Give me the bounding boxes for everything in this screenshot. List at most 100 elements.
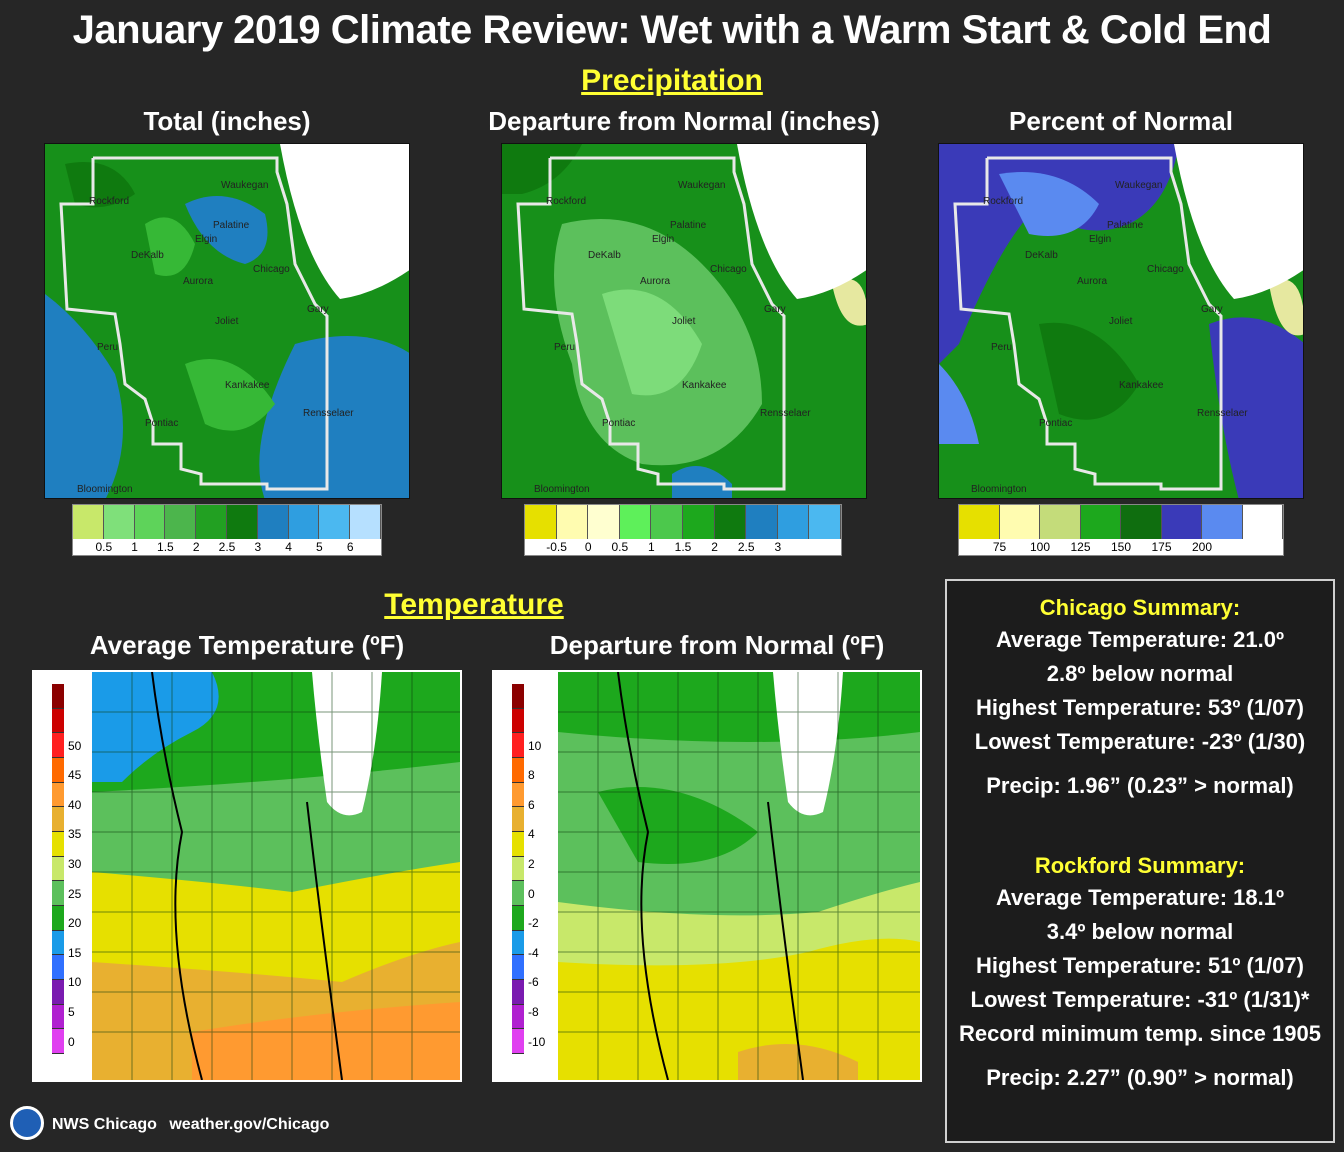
legend-tick-label: 4 xyxy=(528,827,535,842)
city-label: Waukegan xyxy=(678,180,726,191)
footer-url[interactable]: weather.gov/Chicago xyxy=(169,1116,330,1133)
temp-departure-map-title: Departure from Normal (ºF) xyxy=(549,630,885,660)
legend-swatch xyxy=(714,505,747,539)
city-label: Chicago xyxy=(710,264,747,275)
legend-swatch xyxy=(52,881,64,906)
city-label: Gary xyxy=(1201,304,1223,315)
legend-swatch xyxy=(319,505,351,539)
legend-swatch xyxy=(959,505,1000,539)
legend-tick-label: -10 xyxy=(528,1034,546,1049)
legend-swatch xyxy=(52,979,64,1005)
legend-tick-label: 6 xyxy=(528,797,535,812)
legend-swatch xyxy=(512,930,524,956)
legend-tick-label: 125 xyxy=(1070,540,1091,554)
legend-swatch xyxy=(512,905,524,931)
avg-temp-map-title: Average Temperature (ºF) xyxy=(89,630,405,660)
total-legend: 0.5 1 1.5 2 2.5 3 4 5 6 xyxy=(72,504,382,556)
legend-tick-label: 0.5 xyxy=(95,540,113,554)
legend-tick-label: 1.5 xyxy=(674,540,692,554)
avg-temp-map: 50 45 40 35 30 25 20 15 10 5 0 xyxy=(32,670,462,1082)
legend-tick-label: 40 xyxy=(68,797,82,812)
departure-precip-map-graphic xyxy=(502,144,866,498)
departure-map-title: Departure from Normal (inches) xyxy=(488,106,880,136)
legend-swatch xyxy=(809,505,841,539)
chicago-summary-header: Chicago Summary: xyxy=(1039,595,1241,620)
legend-tick-label: 5 xyxy=(68,1005,75,1020)
legend-tick-label: -0.5 xyxy=(546,540,567,554)
legend-tick-label: 5 xyxy=(316,540,323,554)
legend-swatch xyxy=(52,684,64,709)
legend-tick-label: 30 xyxy=(68,857,82,872)
legend-swatch xyxy=(196,505,227,539)
temperature-header: Temperature xyxy=(384,588,564,621)
city-label: Gary xyxy=(764,304,786,315)
rockford-record-note: Record minimum temp. since 1905 xyxy=(959,1021,1321,1046)
legend-swatch xyxy=(52,807,64,832)
city-label: DeKalb xyxy=(588,250,621,261)
legend-color-bar xyxy=(52,684,64,1054)
legend-swatch xyxy=(512,1004,524,1030)
legend-swatch xyxy=(1040,505,1081,539)
legend-swatch xyxy=(1161,505,1202,539)
city-label: Gary xyxy=(307,304,329,315)
legend-swatch xyxy=(512,733,524,758)
city-label: Palatine xyxy=(670,220,707,231)
percent-legend: 75 100 125 150 175 200 xyxy=(958,504,1284,556)
legend-swatch xyxy=(512,831,524,857)
legend-swatch xyxy=(52,1004,64,1030)
departure-precip-map: Rockford Waukegan Palatine Elgin DeKalb … xyxy=(501,143,867,499)
departure-legend: -0.5 0 0.5 1 1.5 2 2.5 3 xyxy=(524,504,842,556)
legend-tick-label: 4 xyxy=(285,540,292,554)
footer: NWS Chicago weather.gov/Chicago xyxy=(52,1116,329,1134)
legend-tick-label: -2 xyxy=(528,916,539,931)
city-label: Rensselaer xyxy=(303,408,354,419)
legend-tick-label: 1 xyxy=(131,540,138,554)
city-label: Joliet xyxy=(215,316,239,327)
total-precip-map-graphic xyxy=(45,144,409,498)
legend-tick-label: 35 xyxy=(68,827,82,842)
city-label: Kankakee xyxy=(682,380,727,391)
climate-summary-panel: Chicago Summary: Average Temperature: 21… xyxy=(945,579,1335,1143)
legend-tick-label: 3 xyxy=(774,540,782,554)
legend-ticks: 0.5 1 1.5 2 2.5 3 4 5 6 xyxy=(73,539,381,555)
legend-swatch xyxy=(746,505,778,539)
legend-tick-label: 0.5 xyxy=(611,540,629,554)
city-label: Rockford xyxy=(89,196,130,207)
legend-swatch xyxy=(226,505,258,539)
rockford-precip: Precip: 2.27” (0.90” > normal) xyxy=(986,1065,1294,1090)
legend-swatch xyxy=(134,505,166,539)
legend-swatch xyxy=(1080,505,1121,539)
legend-tick-label: 10 xyxy=(528,738,542,753)
temp-departure-legend: 10 8 6 4 2 0 -2 -4 -6 -8 -10 xyxy=(494,672,558,1080)
chicago-precip: Precip: 1.96” (0.23” > normal) xyxy=(986,773,1294,798)
legend-tick-label: 3 xyxy=(254,540,262,554)
legend-tick-label: 0 xyxy=(528,886,535,901)
legend-ticks: 75 100 125 150 175 200 xyxy=(959,539,1283,555)
legend-tick-label: 150 xyxy=(1110,540,1132,554)
city-label: Aurora xyxy=(183,276,214,287)
percent-map-title: Percent of Normal xyxy=(1009,106,1233,136)
legend-tick-label: 2 xyxy=(192,540,200,554)
rockford-high-temp: Highest Temperature: 51º (1/07) xyxy=(976,953,1304,978)
legend-tick-label: 1.5 xyxy=(157,540,174,554)
rockford-avg-temp: Average Temperature: 18.1º xyxy=(995,885,1285,910)
city-label: Rockford xyxy=(546,196,587,207)
city-label: Aurora xyxy=(640,276,671,287)
city-label: Pontiac xyxy=(145,418,179,429)
city-label: Palatine xyxy=(213,220,250,231)
legend-swatch xyxy=(1202,505,1243,539)
city-label: Bloomington xyxy=(534,484,590,495)
legend-swatch xyxy=(512,782,524,808)
legend-swatch xyxy=(651,505,683,539)
city-label: Rensselaer xyxy=(1197,408,1248,419)
precipitation-header: Precipitation xyxy=(581,64,763,97)
rockford-low-temp: Lowest Temperature: -31º (1/31)* xyxy=(970,987,1310,1012)
percent-precip-map: Rockford Waukegan Palatine Elgin DeKalb … xyxy=(938,143,1304,499)
legend-swatch xyxy=(682,505,715,539)
legend-swatch xyxy=(52,905,64,931)
chicago-avg-temp: Average Temperature: 21.0º xyxy=(995,627,1285,652)
legend-tick-label: 0 xyxy=(68,1034,75,1049)
legend-swatch xyxy=(52,708,64,734)
legend-tick-label: -8 xyxy=(528,1005,539,1020)
legend-color-bar xyxy=(512,684,524,1054)
